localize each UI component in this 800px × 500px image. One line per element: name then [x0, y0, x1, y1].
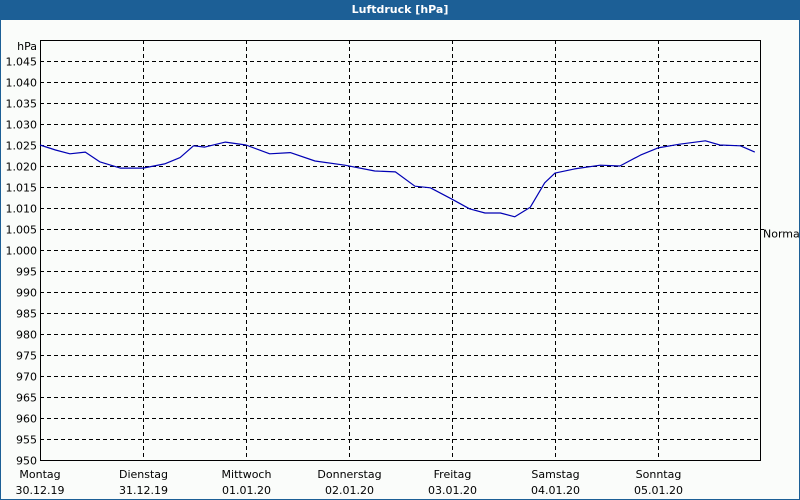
y-tick-label: 975 [16, 350, 37, 363]
y-tick-label: 980 [16, 329, 37, 342]
pressure-series-line [39, 140, 756, 218]
x-day-label: Dienstag [119, 468, 168, 481]
x-day-label: Sonntag [636, 468, 682, 481]
x-date-label: 05.01.20 [634, 484, 683, 497]
x-date-label: 31.12.19 [119, 484, 168, 497]
window-title: Luftdruck [hPa] [0, 0, 800, 20]
y-tick-label: 990 [16, 287, 37, 300]
plot-frame [40, 40, 761, 461]
y-tick-label: 1.040 [6, 77, 38, 90]
y-tick-label: 950 [16, 455, 37, 468]
y-tick-label: 1.045 [6, 56, 38, 69]
y-tick-label: 985 [16, 308, 37, 321]
pressure-line-chart: 950 955 960 965 970 975 980 985 990 995 1.000 1.005… [6, 40, 799, 497]
y-tick-label: 1.000 [6, 245, 38, 258]
y-tick-label: 1.025 [6, 140, 38, 153]
y-tick-label: 1.015 [6, 182, 38, 195]
y-tick-label: 995 [16, 266, 37, 279]
x-date-label: 30.12.19 [16, 484, 65, 497]
y-tick-label: 1.005 [6, 224, 38, 237]
y-tick-label: 1.020 [6, 161, 38, 174]
y-tick-label: 965 [16, 392, 37, 405]
y-tick-label: 970 [16, 371, 37, 384]
x-day-label: Mittwoch [222, 468, 272, 481]
normal-reference-label: Normal [763, 228, 799, 241]
y-axis-unit-label: hPa [17, 40, 37, 53]
y-tick-label: 1.010 [6, 203, 38, 216]
x-date-label: 02.01.20 [325, 484, 374, 497]
x-day-label: Montag [19, 468, 60, 481]
y-tick-label: 955 [16, 434, 37, 447]
x-date-label: 03.01.20 [428, 484, 477, 497]
y-tick-label: 960 [16, 413, 37, 426]
x-day-label: Freitag [434, 468, 472, 481]
x-date-label: 04.01.20 [531, 484, 580, 497]
chart-canvas: 950 955 960 965 970 975 980 985 990 995 1.000 1.005… [1, 20, 799, 499]
x-day-label: Donnerstag [317, 468, 381, 481]
y-tick-label: 1.035 [6, 98, 38, 111]
x-date-label: 01.01.20 [222, 484, 271, 497]
x-day-label: Samstag [531, 468, 579, 481]
y-tick-label: 1.030 [6, 119, 38, 132]
